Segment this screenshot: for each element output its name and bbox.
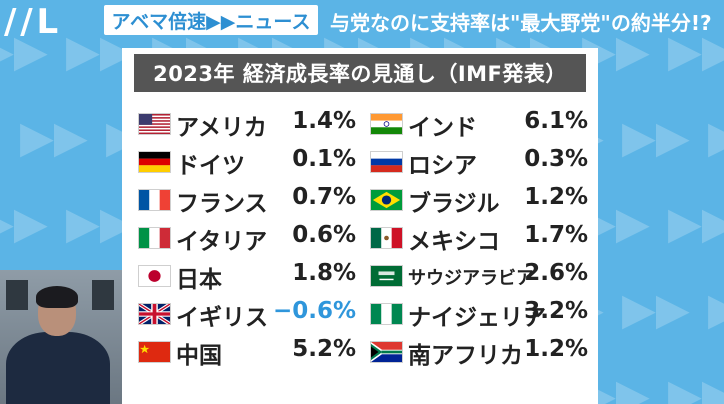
germany-flag-icon <box>138 151 171 173</box>
table-row: イタリア 0.6% <box>132 220 362 258</box>
growth-value: 1.2% <box>524 336 588 362</box>
country-name: ドイツ <box>176 153 245 179</box>
table-row: ブラジル 1.2% <box>364 182 594 220</box>
country-name: メキシコ <box>408 229 500 255</box>
growth-value: 0.1% <box>292 146 356 172</box>
growth-value: 1.2% <box>524 184 588 210</box>
country-name: ナイジェリア <box>408 305 546 331</box>
russia-flag-icon <box>370 151 403 173</box>
country-name: ロシア <box>408 153 477 179</box>
country-name: 日本 <box>176 267 222 293</box>
presenter-video-inset <box>0 270 122 404</box>
table-row: イギリス −0.6% <box>132 296 362 334</box>
top-banner: / / L アベマ倍速▶▶ニュース 与党なのに支持率は"最大野党"の約半分!? <box>0 0 724 42</box>
table-row: 南アフリカ 1.2% <box>364 334 594 372</box>
growth-value: 5.2% <box>292 336 356 362</box>
chevron-pattern-icon: ▶▶ <box>622 112 690 163</box>
italy-flag-icon <box>138 227 171 249</box>
country-name: アメリカ <box>176 115 267 141</box>
growth-value: 6.1% <box>524 108 588 134</box>
growth-value: 1.4% <box>292 108 356 134</box>
chevron-pattern-icon: ▶▶ <box>668 26 724 77</box>
table-row: 日本 1.8% <box>132 258 362 296</box>
chevron-pattern-icon: ▶▶ <box>20 112 88 163</box>
growth-value: 3.2% <box>524 298 588 324</box>
country-name: イタリア <box>176 229 268 255</box>
person-coat <box>6 332 110 404</box>
table-row: 中国 5.2% <box>132 334 362 372</box>
growth-value: 0.3% <box>524 146 588 172</box>
saudi-flag-icon <box>370 265 403 287</box>
chevron-pattern-icon: ▶▶ <box>708 288 724 332</box>
growth-forecast-panel: 2023年 経済成長率の見通し（IMF発表） アメリカ 1.4% <box>122 48 598 404</box>
headline: 与党なのに支持率は"最大野党"の約半分!? <box>330 10 712 35</box>
growth-value: 0.6% <box>292 222 356 248</box>
chevron-pattern-icon: ▶▶ <box>0 26 48 77</box>
chevron-pattern-icon: ▶▶ <box>0 198 48 249</box>
chevron-pattern-icon: ▶▶ <box>668 370 724 404</box>
south-africa-flag-icon <box>370 341 403 363</box>
country-name: 中国 <box>176 343 222 369</box>
growth-value: 1.7% <box>524 222 588 248</box>
country-name: 南アフリカ <box>408 343 523 369</box>
chevron-pattern-icon: ▶▶ <box>668 198 724 249</box>
table-row: サウジアラビア 2.6% <box>364 258 594 296</box>
china-flag-icon <box>138 341 171 363</box>
growth-value: 0.7% <box>292 184 356 210</box>
growth-value: 2.6% <box>524 260 588 286</box>
mexico-flag-icon <box>370 227 403 249</box>
table-row: インド 6.1% <box>364 106 594 144</box>
country-name: インド <box>408 115 477 141</box>
table-row: ロシア 0.3% <box>364 144 594 182</box>
table-row: ドイツ 0.1% <box>132 144 362 182</box>
growth-value: 1.8% <box>292 260 356 286</box>
right-column: インド 6.1% ロシア 0.3% ブラジル 1.2% <box>364 106 594 372</box>
france-flag-icon <box>138 189 171 211</box>
person-hair <box>36 286 78 308</box>
table-row: メキシコ 1.7% <box>364 220 594 258</box>
country-name: ブラジル <box>408 191 500 217</box>
table-row: フランス 0.7% <box>132 182 362 220</box>
left-column: アメリカ 1.4% ドイツ 0.1% フランス 0.7% <box>132 106 362 372</box>
table-row: アメリカ 1.4% <box>132 106 362 144</box>
chevron-pattern-icon: ▶▶ <box>708 116 724 160</box>
india-flag-icon <box>370 113 403 135</box>
growth-value-negative: −0.6% <box>272 298 356 324</box>
country-name: サウジアラビア <box>408 268 534 289</box>
country-name: フランス <box>176 191 268 217</box>
chevron-pattern-icon: ▶▶ <box>622 284 690 335</box>
brazil-flag-icon <box>370 189 403 211</box>
logo-stripes-icon: / / L <box>4 2 58 42</box>
country-name: イギリス <box>176 305 268 331</box>
us-flag-icon <box>138 113 171 135</box>
nigeria-flag-icon <box>370 303 403 325</box>
program-badge: アベマ倍速▶▶ニュース <box>104 5 318 35</box>
table-row: ナイジェリア 3.2% <box>364 296 594 334</box>
panel-title: 2023年 経済成長率の見通し（IMF発表） <box>134 54 586 92</box>
uk-flag-icon <box>138 303 171 325</box>
japan-flag-icon <box>138 265 171 287</box>
